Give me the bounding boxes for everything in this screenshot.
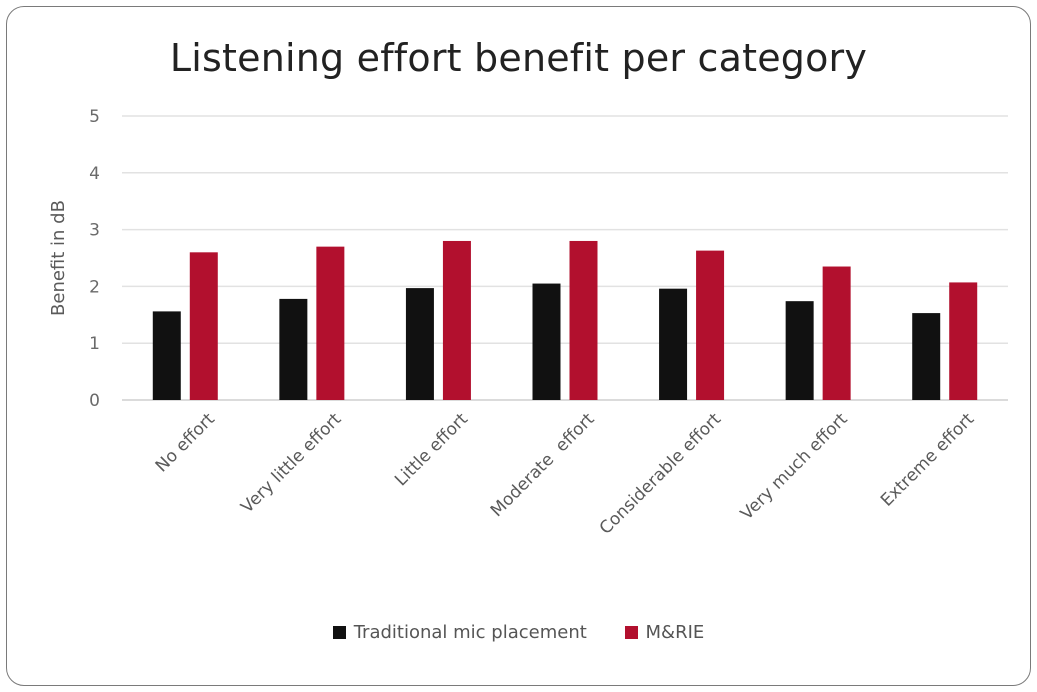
- legend-item-series-2: M&RIE: [624, 622, 705, 643]
- y-tick-label: 1: [89, 334, 100, 354]
- bar-series-2: [442, 240, 471, 400]
- bar-series-1: [405, 288, 434, 400]
- legend-swatch-series-1: [332, 626, 346, 639]
- bar-series-2: [822, 266, 851, 400]
- legend-item-series-1: Traditional mic placement: [332, 622, 587, 643]
- bar-series-2: [569, 240, 598, 400]
- x-category-label: Very much effort: [737, 409, 852, 524]
- x-category-label: Moderate effort: [487, 409, 599, 521]
- bar-series-1: [279, 298, 308, 400]
- x-category-label: Little effort: [391, 409, 472, 490]
- bar-series-2: [316, 246, 345, 400]
- y-tick-label: 3: [89, 221, 100, 241]
- bar-series-1: [785, 301, 814, 400]
- legend-swatch-series-2: [624, 626, 638, 639]
- x-category-label: Very little effort: [237, 409, 345, 517]
- legend-label-series-1: Traditional mic placement: [353, 622, 587, 643]
- bar-series-2: [949, 282, 978, 400]
- y-tick-label: 4: [89, 164, 100, 184]
- bar-series-1: [152, 311, 181, 400]
- bar-series-1: [532, 283, 561, 400]
- y-tick-label: 2: [89, 277, 100, 297]
- chart-title: Listening effort benefit per category: [169, 36, 868, 80]
- bar-series-2: [189, 252, 218, 400]
- legend: Traditional mic placement M&RIE: [0, 622, 1037, 644]
- x-category-label: Considerable effort: [596, 409, 726, 539]
- legend-label-series-2: M&RIE: [645, 622, 705, 643]
- bar-series-1: [659, 288, 688, 400]
- bar-series-1: [912, 313, 941, 400]
- x-category-label: Extreme effort: [877, 409, 978, 510]
- bar-series-2: [696, 250, 725, 400]
- y-tick-label: 0: [89, 391, 100, 411]
- y-tick-label: 5: [89, 107, 100, 127]
- x-category-label: No effort: [152, 409, 219, 476]
- y-axis-title: Benefit in dB: [48, 200, 69, 316]
